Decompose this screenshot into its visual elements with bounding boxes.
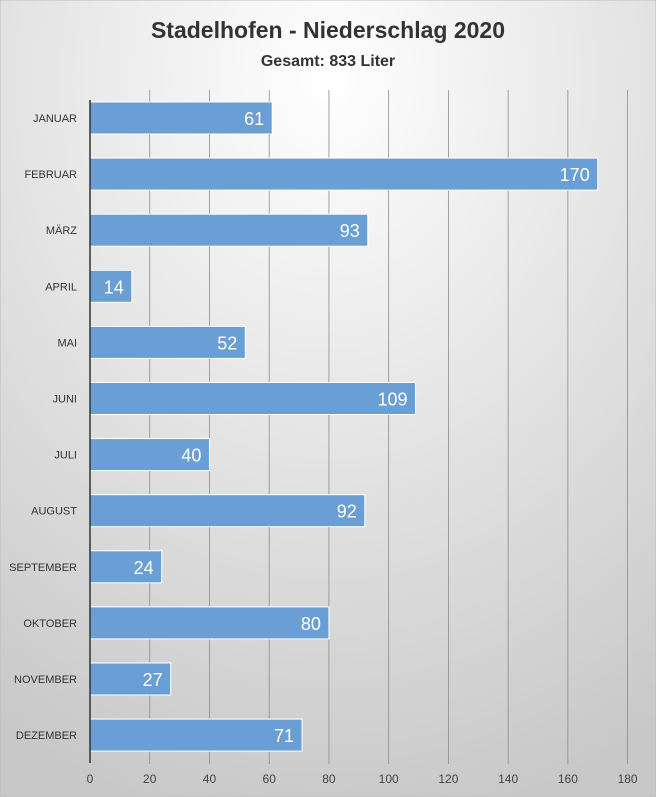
data-label: 170 [560,165,590,185]
chart-subtitle: Gesamt: 833 Liter [261,53,395,70]
data-label: 92 [337,502,357,522]
y-category-label: JANUAR [33,113,77,125]
y-category-label: DEZEMBER [16,730,77,742]
bar-februar [89,157,599,191]
bar-juli [89,438,210,472]
data-label: 40 [181,446,201,466]
x-tick-label: 20 [143,772,157,786]
data-label: 93 [340,221,360,241]
bar-april [89,269,133,303]
bar-mai [89,325,246,359]
bar-märz [89,213,369,247]
data-label: 52 [217,333,237,353]
x-tick-label: 140 [498,772,518,786]
bar-januar [89,101,273,135]
chart-title: Stadelhofen - Niederschlag 2020 [151,17,505,43]
y-category-label: MAI [57,337,77,349]
x-tick-label: 40 [203,772,217,786]
y-category-label: MÄRZ [46,225,77,237]
y-category-label: APRIL [45,281,77,293]
x-tick-label: 80 [322,772,336,786]
x-tick-label: 60 [263,772,277,786]
bar-dezember [89,718,303,752]
bar-september [89,550,163,584]
x-tick-label: 160 [558,772,578,786]
y-category-label: OKTOBER [23,618,77,630]
bar-november [89,662,172,696]
x-tick-label: 120 [438,772,458,786]
y-category-label: AUGUST [31,506,77,518]
data-label: 61 [244,109,264,129]
x-tick-label: 100 [379,772,399,786]
data-label: 71 [274,726,294,746]
bar-juni [89,382,417,415]
x-tick-label: 180 [618,772,638,786]
bar-oktober [89,606,330,640]
bar-august [89,494,366,528]
x-tick-label: 0 [87,772,94,786]
y-category-label: NOVEMBER [14,674,77,686]
y-category-label: FEBRUAR [24,169,77,181]
data-label: 27 [143,670,163,690]
data-label: 24 [134,558,154,578]
y-category-label: SEPTEMBER [9,562,77,574]
data-label: 80 [301,614,321,634]
data-label: 109 [377,390,407,410]
data-label: 14 [104,277,124,297]
y-category-label: JUNI [53,394,77,406]
y-category-label: JULI [54,450,77,462]
